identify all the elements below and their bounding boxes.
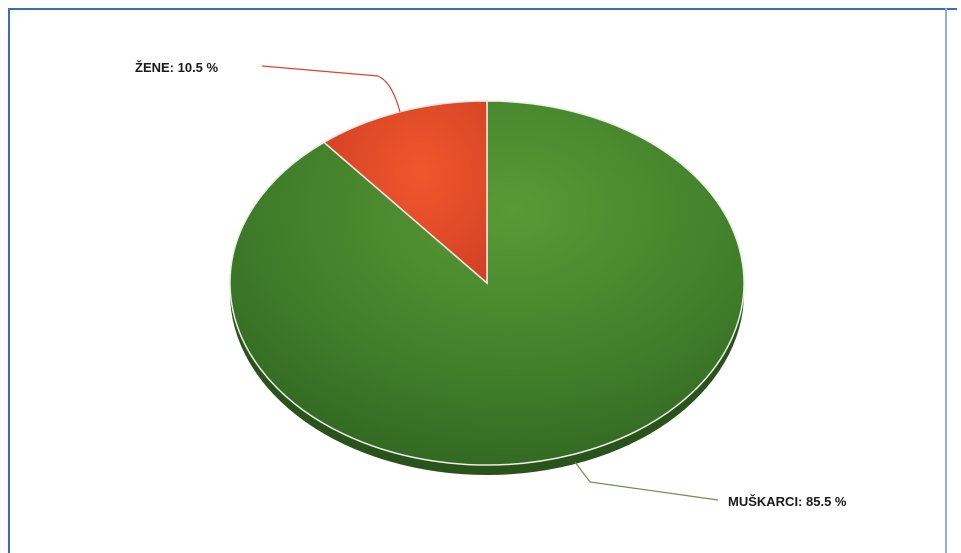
slice-muskarci <box>229 100 745 466</box>
label-zene: ŽENE: 10.5 % <box>135 60 219 75</box>
leader-line-zene <box>261 65 401 113</box>
leader-line-muskarci <box>574 461 719 501</box>
frame-border-top <box>8 8 957 10</box>
frame-border-left <box>8 8 10 553</box>
label-muskarci: MUŠKARCI: 85.5 % <box>728 494 847 509</box>
pie-group <box>229 100 745 475</box>
frame-border-right <box>945 8 947 553</box>
label-group: ŽENE: 10.5 % MUŠKARCI: 85.5 % <box>135 60 847 509</box>
